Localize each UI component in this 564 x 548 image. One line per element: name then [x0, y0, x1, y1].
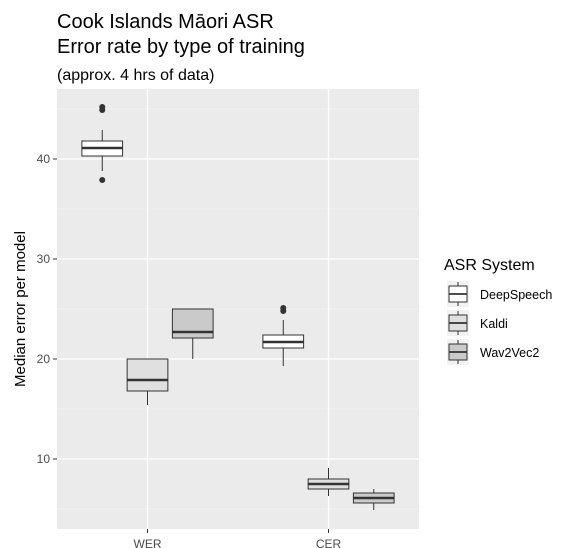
y-tick-label: 30 [37, 252, 51, 266]
x-tick-label-wer: WER [134, 537, 162, 548]
x-axis-ticks: WER CER [134, 529, 342, 548]
minor-gridlines [57, 108, 419, 510]
chart-title: Cook Islands Māori ASR [57, 11, 274, 33]
box-iqr [126, 358, 169, 392]
x-tick-label-cer: CER [316, 537, 342, 548]
major-gridlines [57, 89, 419, 529]
legend-entry-wav2vec2: Wav2Vec2 [447, 339, 539, 365]
outlier-point [99, 104, 106, 110]
box-kaldi-cer [307, 468, 350, 496]
outlier-point [99, 177, 106, 183]
chart-subtitle: (approx. 4 hrs of data) [57, 67, 214, 84]
chart-title-line2: Error rate by type of training [57, 36, 305, 58]
outlier-point [280, 305, 287, 311]
box-iqr [171, 308, 214, 339]
legend-label: Kaldi [480, 317, 508, 331]
legend-title: ASR System [444, 257, 535, 274]
y-tick-label: 10 [37, 452, 51, 466]
y-axis-title: Median error per model [12, 231, 29, 387]
boxplot-series [81, 104, 395, 510]
box-kaldi-wer [126, 358, 169, 405]
legend-entry-deepspeech: DeepSpeech [447, 281, 552, 307]
legend-label: DeepSpeech [480, 288, 552, 302]
legend: ASR System DeepSpeech Kaldi Wav2Vec2 [444, 257, 552, 365]
box-wav2vec2-cer [352, 489, 395, 510]
y-axis-ticks: 10 20 30 40 [37, 152, 57, 466]
y-tick-label: 40 [37, 152, 51, 166]
legend-label: Wav2Vec2 [480, 346, 539, 360]
y-tick-label: 20 [37, 352, 51, 366]
box-deepspeech-cer [262, 305, 305, 366]
legend-entry-kaldi: Kaldi [447, 310, 508, 336]
box-wav2vec2-wer [171, 308, 214, 359]
box-deepspeech-wer [81, 104, 124, 183]
